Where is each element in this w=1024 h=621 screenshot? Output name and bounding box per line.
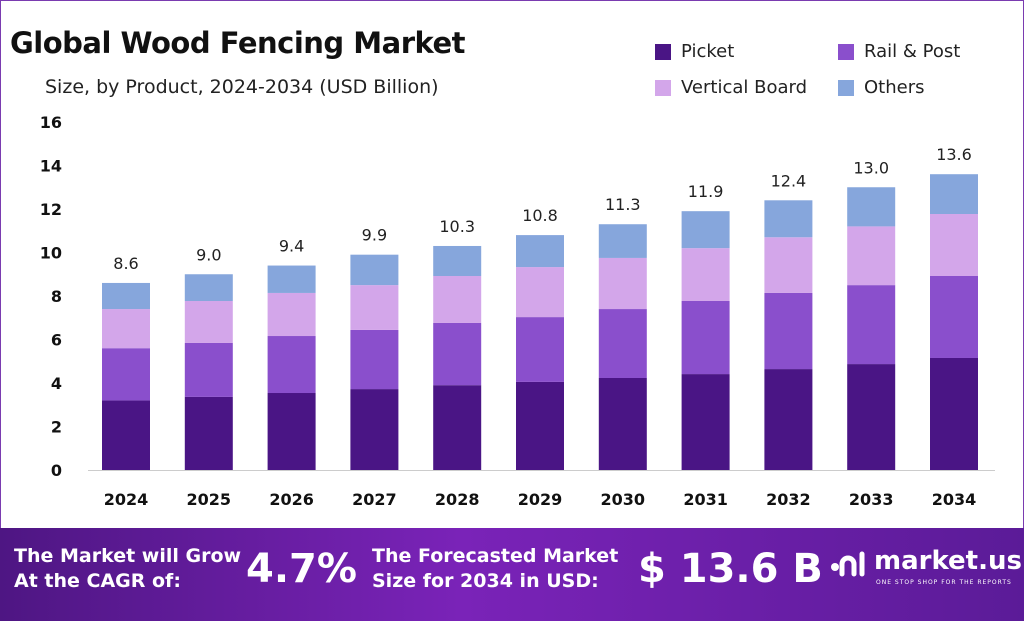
- bar-segment-others-2033: [847, 187, 896, 227]
- bar-segment-others-2030: [598, 224, 647, 258]
- bar-segment-picket-2027: [350, 389, 399, 470]
- chart-subtitle: Size, by Product, 2024-2034 (USD Billion…: [45, 76, 439, 98]
- bar-segment-others-2034: [930, 174, 978, 215]
- total-label: 9.4: [279, 237, 304, 256]
- y-tick-label: 2: [51, 418, 62, 437]
- bar-chart: 0 2 4 6 8 10 12 14 16 8.6 2024 9.0 2025 9.4 2026 9.9 202…: [40, 113, 995, 509]
- total-label: 9.0: [196, 245, 221, 264]
- bar-segment-rail-post-2029: [516, 317, 564, 382]
- bar-segment-vertical-board-2031: [681, 248, 730, 302]
- bar-segment-rail-post-2033: [847, 285, 896, 365]
- y-tick-label: 4: [51, 374, 62, 393]
- y-tick-label: 10: [40, 244, 62, 263]
- x-tick-label: 2024: [104, 490, 149, 509]
- bar-segment-vertical-board-2028: [433, 275, 482, 323]
- x-tick-label: 2025: [187, 490, 232, 509]
- total-label: 8.6: [113, 254, 138, 273]
- bar-segment-others-2032: [764, 200, 813, 238]
- forecast-label-1: The Forecasted Market: [372, 545, 619, 567]
- chart-title: Global Wood Fencing Market: [10, 26, 466, 60]
- x-tick-label: 2030: [601, 490, 646, 509]
- bar-segment-others-2031: [681, 211, 730, 249]
- bar-segment-picket-2026: [267, 393, 316, 470]
- y-tick-label: 14: [40, 157, 62, 176]
- bar-segment-vertical-board-2033: [847, 226, 896, 286]
- total-label: 13.6: [936, 145, 972, 164]
- bar-segment-vertical-board-2026: [267, 292, 316, 337]
- bar-segment-picket-2024: [102, 400, 150, 470]
- forecast-value: $ 13.6 B: [638, 546, 823, 592]
- x-tick-label: 2026: [269, 490, 314, 509]
- x-tick-label: 2031: [683, 490, 728, 509]
- y-tick-label: 6: [51, 331, 62, 350]
- cagr-label-2: At the CAGR of:: [14, 570, 181, 592]
- total-label: 9.9: [362, 226, 387, 245]
- market-us-logo-icon: [830, 550, 870, 578]
- bar-segment-picket-2030: [598, 377, 647, 470]
- y-tick-label: 12: [40, 200, 62, 219]
- bar-segment-vertical-board-2027: [350, 285, 399, 330]
- bar-segment-others-2028: [433, 245, 482, 276]
- total-label: 11.3: [605, 195, 641, 214]
- bar-segment-picket-2032: [764, 369, 813, 470]
- bar-segment-rail-post-2034: [930, 275, 978, 358]
- bar-segment-picket-2034: [930, 357, 978, 470]
- total-label: 10.8: [522, 206, 558, 225]
- bar-segment-vertical-board-2034: [930, 214, 978, 276]
- bar-segment-vertical-board-2029: [516, 267, 564, 318]
- bar-segment-rail-post-2032: [764, 292, 813, 370]
- x-tick-label: 2033: [849, 490, 894, 509]
- bar-segment-others-2027: [350, 254, 399, 286]
- bar-segment-others-2029: [516, 235, 564, 268]
- bar-segment-picket-2025: [184, 396, 233, 470]
- bar-segment-others-2025: [184, 274, 233, 302]
- bar-segment-rail-post-2024: [102, 348, 150, 401]
- bar-segment-picket-2031: [681, 374, 730, 470]
- footer-banner: The Market will Grow At the CAGR of: 4.7…: [0, 528, 1024, 621]
- bar-segment-vertical-board-2025: [184, 301, 233, 343]
- x-tick-label: 2028: [435, 490, 480, 509]
- y-tick-label: 16: [40, 113, 62, 132]
- bar-segment-vertical-board-2030: [598, 257, 647, 310]
- bar-segment-vertical-board-2032: [764, 237, 813, 293]
- logo-text: market.us: [874, 546, 1022, 576]
- bar-segment-others-2026: [267, 265, 316, 293]
- bar-segment-rail-post-2027: [350, 329, 399, 390]
- cagr-label-1: The Market will Grow: [14, 545, 242, 567]
- x-tick-label: 2034: [932, 490, 977, 509]
- forecast-label-2: Size for 2034 in USD:: [372, 570, 599, 592]
- bar-segment-rail-post-2026: [267, 336, 316, 394]
- y-tick-label: 8: [51, 287, 62, 306]
- bar-segment-picket-2029: [516, 381, 564, 470]
- bar-segment-rail-post-2031: [681, 301, 730, 375]
- total-label: 13.0: [853, 158, 889, 177]
- total-label: 10.3: [439, 217, 475, 236]
- total-label: 11.9: [688, 182, 724, 201]
- x-tick-label: 2027: [352, 490, 397, 509]
- legend-item-picket: Picket: [655, 41, 734, 62]
- bar-segment-picket-2033: [847, 364, 896, 470]
- bar-segment-rail-post-2030: [598, 309, 647, 378]
- bar-segment-picket-2028: [433, 385, 482, 470]
- legend-item-others: Others: [838, 77, 925, 98]
- bar-segment-rail-post-2025: [184, 342, 233, 397]
- total-label: 12.4: [771, 171, 807, 190]
- logo-tagline: ONE STOP SHOP FOR THE REPORTS: [876, 579, 1012, 586]
- bar-segment-others-2024: [102, 282, 150, 310]
- x-tick-label: 2032: [766, 490, 811, 509]
- bar-segment-rail-post-2028: [433, 322, 482, 386]
- y-tick-label: 0: [51, 461, 62, 480]
- x-tick-label: 2029: [518, 490, 563, 509]
- legend-item-rail-post: Rail & Post: [838, 41, 960, 62]
- legend-item-vertical-board: Vertical Board: [655, 77, 807, 98]
- bar-segment-vertical-board-2024: [102, 309, 150, 349]
- cagr-value: 4.7%: [246, 546, 357, 592]
